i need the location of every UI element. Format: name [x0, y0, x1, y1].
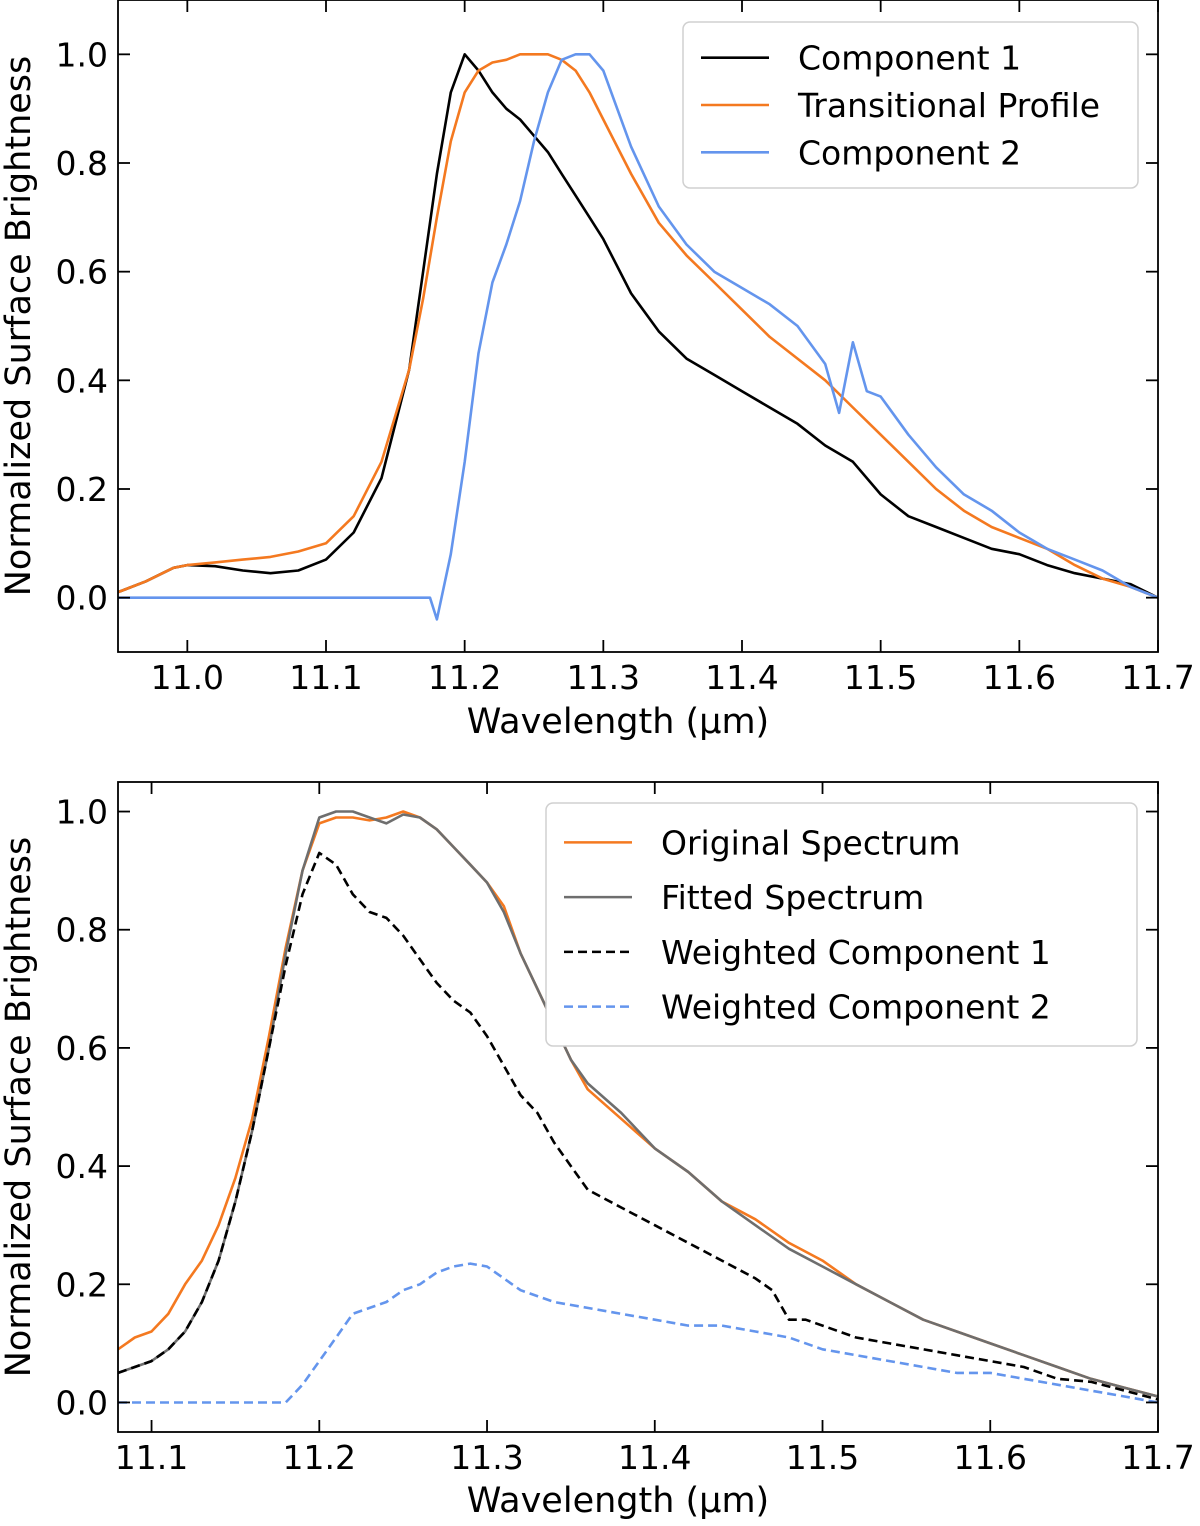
y-tick-label: 0.4	[56, 1147, 108, 1186]
legend-box	[682, 21, 1139, 189]
x-tick-label: 11.4	[618, 1438, 691, 1477]
x-axis-label: Wavelength (μm)	[467, 702, 769, 742]
x-axis-label: Wavelength (μm)	[467, 1481, 769, 1521]
y-tick-label: 1.0	[56, 35, 108, 74]
y-axis-label: Normalized Surface Brightness	[0, 837, 39, 1378]
plot-frame	[117, 781, 1159, 1433]
y-axis-label: Normalized Surface Brightness	[0, 56, 39, 597]
plot-frame	[117, 0, 1159, 653]
series-line-weighted-component-1	[118, 851, 1158, 1401]
series-line-weighted-component-2	[118, 1262, 1158, 1404]
legend-label: Original Spectrum	[661, 823, 961, 862]
x-tick-label: 11.4	[705, 658, 778, 697]
series-group	[118, 810, 1158, 1404]
y-tick-label: 0.0	[56, 579, 108, 618]
y-tick-label: 0.2	[56, 470, 108, 509]
legend-label: Weighted Component 1	[661, 933, 1051, 972]
y-tick-label: 0.0	[56, 1383, 108, 1422]
y-tick-label: 0.8	[56, 144, 108, 183]
legend-label: Transitional Profile	[797, 86, 1100, 125]
x-tick-label: 11.6	[983, 658, 1056, 697]
y-tick-label: 0.6	[56, 253, 108, 292]
y-tick-label: 1.0	[56, 793, 108, 832]
y-tick-label: 0.2	[56, 1265, 108, 1304]
legend: Original Spectrum Fitted Spectrum Weighted…	[545, 802, 1138, 1047]
x-tick-label: 11.3	[567, 658, 640, 697]
y-tick-label: 0.4	[56, 361, 108, 400]
panel-top: 11.0 11.1 11.2 11.3 11.4 11.5 11.6 11.7 0.0 0.2 0.…	[0, 0, 1195, 742]
x-tick-label: 11.7	[1121, 1438, 1194, 1477]
legend-label: Weighted Component 2	[661, 988, 1051, 1027]
legend-label: Fitted Spectrum	[661, 878, 924, 917]
y-tick-label: 0.8	[56, 911, 108, 950]
series-line-transitional-profile	[118, 53, 1158, 599]
x-tick-label: 11.7	[1121, 658, 1194, 697]
legend-label: Component 2	[798, 133, 1021, 172]
series-group	[118, 53, 1158, 621]
series-line-component-1	[118, 53, 1158, 599]
x-tick-label: 11.1	[289, 658, 362, 697]
x-tick-label: 11.6	[954, 1438, 1027, 1477]
series-line-component-2	[118, 53, 1158, 621]
panel-bottom: 11.1 11.2 11.3 11.4 11.5 11.6 11.7 0.0 0.2 0.4 0.6…	[0, 781, 1195, 1521]
legend: Component 1 Transitional Profile Component…	[682, 21, 1139, 189]
x-tick-label: 11.1	[115, 1438, 188, 1477]
x-tick-label: 11.5	[844, 658, 917, 697]
legend-box	[545, 802, 1138, 1047]
x-tick-label: 11.2	[283, 1438, 356, 1477]
x-tick-label: 11.2	[428, 658, 501, 697]
x-tick-label: 11.0	[151, 658, 224, 697]
legend-label: Component 1	[798, 39, 1021, 78]
x-tick-label: 11.5	[786, 1438, 859, 1477]
y-tick-label: 0.6	[56, 1029, 108, 1068]
x-tick-label: 11.3	[450, 1438, 523, 1477]
